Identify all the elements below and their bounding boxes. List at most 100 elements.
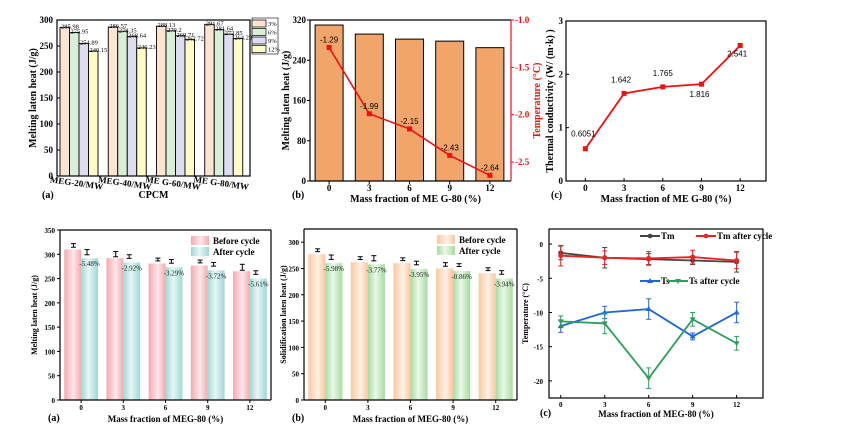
y-tick-label: 3 bbox=[559, 16, 564, 26]
data-label: -2.15 bbox=[400, 117, 419, 126]
marker bbox=[733, 341, 740, 347]
y-tick-label: 250 bbox=[289, 265, 300, 273]
bar bbox=[395, 38, 424, 182]
temperature-marker bbox=[487, 172, 493, 178]
y-tick-label: 250 bbox=[45, 276, 56, 284]
x-tick-label: 6 bbox=[164, 404, 168, 412]
x-tick-label: 0 bbox=[583, 183, 588, 193]
panel-label: (c) bbox=[540, 408, 551, 419]
bar-3% bbox=[204, 23, 215, 177]
bar-before-cycle bbox=[148, 263, 166, 400]
change-annotation: -3.77% bbox=[366, 266, 387, 274]
y-tick-label: 300 bbox=[40, 15, 54, 25]
x-tick-label: 6 bbox=[661, 183, 666, 193]
panel-bottom-b: -5.98% -3.77% -3.95% -0.86% -3.94% 0 50 100 150 2… bbox=[279, 228, 518, 424]
conductivity-marker bbox=[621, 90, 627, 96]
x-tick-label: 0 bbox=[327, 183, 332, 193]
y-tick-label: 0 bbox=[296, 397, 300, 405]
change-annotation: -2.92% bbox=[122, 265, 143, 273]
legend-label: 12% bbox=[268, 47, 281, 54]
data-label: 291.67 bbox=[206, 20, 225, 27]
y-tick-label: 2 bbox=[559, 69, 564, 79]
y-tick-label: -15 bbox=[534, 344, 544, 352]
y-tick-label: -10 bbox=[534, 309, 544, 317]
bar-9% bbox=[175, 35, 186, 177]
marker bbox=[557, 319, 564, 325]
bar-after-cycle bbox=[495, 278, 513, 400]
data-label: 0.6051 bbox=[571, 130, 596, 139]
x-axis-label: Mass fraction of MEG-80 (%) bbox=[353, 414, 468, 424]
marker bbox=[646, 255, 652, 261]
y-tick-label: 240 bbox=[293, 55, 307, 65]
temperature-marker bbox=[407, 126, 412, 132]
x-tick-label: 3 bbox=[122, 404, 126, 412]
data-label: 1.816 bbox=[689, 90, 710, 99]
data-label: 1.642 bbox=[611, 75, 632, 84]
legend-label: Before cycle bbox=[213, 236, 260, 246]
data-label: -2.64 bbox=[481, 163, 500, 172]
legend-swatch bbox=[251, 36, 267, 45]
x-tick-label: 3 bbox=[367, 183, 372, 193]
y-tick-label: 160 bbox=[293, 96, 307, 106]
x-tick-label: 0 bbox=[79, 404, 83, 412]
x-tick-label: 6 bbox=[407, 183, 412, 193]
y2-tick-label: -2.5 bbox=[515, 157, 530, 167]
y-axis-label: Melting laten heat (J/g) bbox=[28, 48, 39, 148]
y-tick-label: 250 bbox=[40, 41, 54, 51]
bar-before-cycle bbox=[478, 273, 496, 400]
y-tick-label: 100 bbox=[289, 344, 300, 352]
x-tick-label: 12 bbox=[736, 183, 746, 193]
data-label: 240.15 bbox=[90, 47, 108, 54]
y-tick-label: 200 bbox=[40, 67, 54, 77]
marker bbox=[558, 253, 564, 259]
y-tick-label: 50 bbox=[292, 371, 300, 379]
y-tick-label: 50 bbox=[44, 145, 54, 155]
y-tick-label: 100 bbox=[45, 348, 56, 356]
change-annotation: -3.29% bbox=[164, 269, 185, 277]
y-tick-label: 0 bbox=[540, 241, 544, 249]
y-tick-label: 200 bbox=[289, 292, 300, 300]
y-tick-label: 300 bbox=[45, 251, 56, 259]
bar-3% bbox=[59, 26, 70, 177]
data-label: 262.72 bbox=[186, 35, 204, 42]
panel-label: (a) bbox=[42, 190, 54, 201]
legend-label: 6% bbox=[268, 30, 277, 37]
bar-6% bbox=[213, 29, 225, 177]
y-axis-label: Melting laten heat (J/g) bbox=[281, 51, 292, 151]
data-label: 281.64 bbox=[215, 26, 234, 33]
bar-before-cycle bbox=[350, 262, 368, 400]
change-annotation: -3.95% bbox=[409, 271, 430, 279]
x-tick-label: ME G-80/MW bbox=[193, 174, 250, 192]
change-annotation: -5.61% bbox=[248, 281, 269, 289]
x-tick-label: 6 bbox=[647, 401, 651, 409]
data-label: 279.2 bbox=[167, 27, 182, 34]
legend-marker bbox=[647, 233, 653, 239]
x-axis-label: Mass fraction of MEG-80 (%) bbox=[598, 409, 713, 419]
bar-12% bbox=[88, 50, 99, 177]
legend-swatch bbox=[251, 45, 267, 53]
y-tick-label: 320 bbox=[293, 15, 307, 25]
data-label: -1.29 bbox=[320, 35, 339, 44]
y2-axis-label: Temperature (°C) bbox=[532, 63, 543, 139]
marker bbox=[689, 333, 696, 339]
y-tick-label: 1 bbox=[559, 123, 564, 133]
y-tick-label: 150 bbox=[45, 324, 56, 332]
bar-after-cycle bbox=[81, 258, 98, 400]
legend-label: Ts bbox=[661, 276, 670, 286]
y-tick-label: 100 bbox=[40, 119, 54, 129]
marker bbox=[601, 321, 608, 327]
y-tick-label: 200 bbox=[45, 300, 56, 308]
marker bbox=[733, 309, 740, 315]
legend-swatch bbox=[191, 236, 209, 245]
y-axis-label: Thermal conductivity (W/ (m·k) ) bbox=[545, 29, 556, 172]
x-tick-label: 6 bbox=[409, 404, 413, 412]
data-label: 275.95 bbox=[71, 29, 89, 36]
data-label: -1.99 bbox=[360, 102, 379, 111]
panel-label: (c) bbox=[551, 190, 562, 201]
data-label: 254.89 bbox=[80, 39, 98, 46]
x-tick-label: 3 bbox=[603, 401, 607, 409]
data-label: 269.71 bbox=[177, 32, 195, 39]
conductivity-marker bbox=[737, 42, 743, 48]
